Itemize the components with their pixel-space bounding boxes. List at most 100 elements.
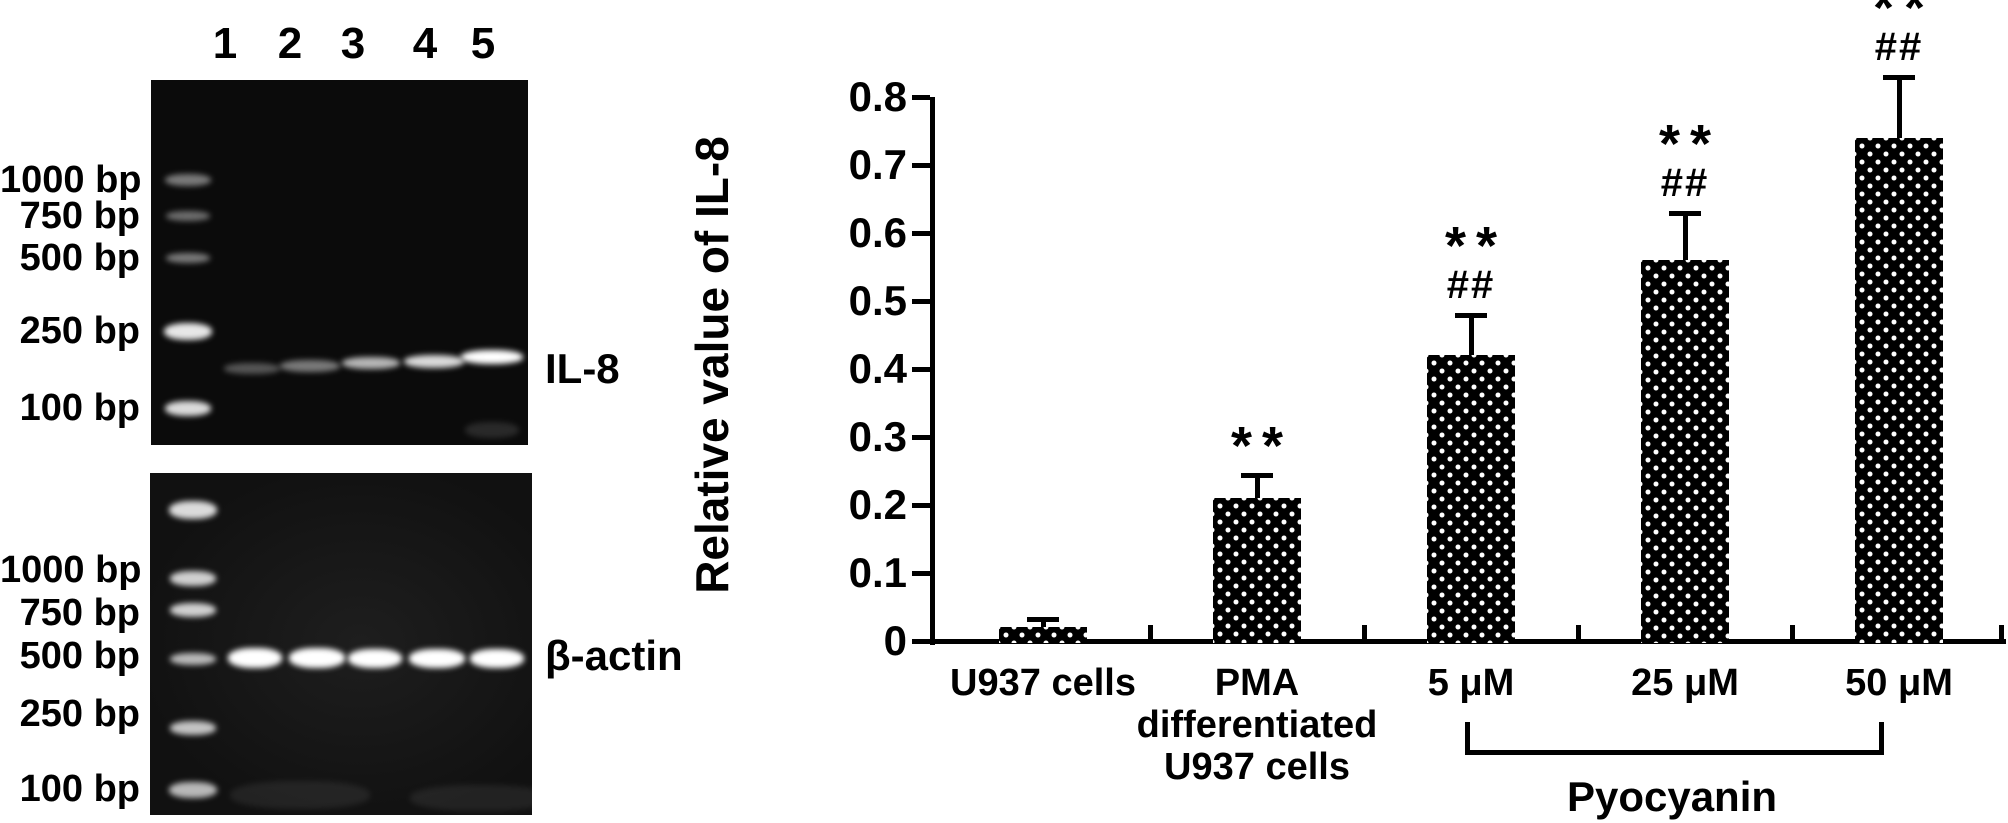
marker-label: 750 bp: [19, 592, 140, 634]
gel-band: [169, 782, 217, 798]
marker-label: 100 bp: [19, 768, 140, 810]
y-axis-title: Relative value of IL-8: [686, 136, 738, 594]
y-axis-line: [930, 97, 935, 645]
y-tick: [912, 163, 930, 168]
marker-label: 500 bp: [19, 237, 140, 279]
asterisks-annotation: **: [1230, 416, 1294, 477]
error-bar-stem: [1255, 475, 1260, 499]
gel-band: [470, 648, 524, 668]
marker-label: 1000 bp: [0, 549, 142, 591]
y-tick-label: 0.6: [848, 209, 907, 256]
hashes-annotation: ##: [1874, 24, 1924, 69]
y-tick-label: 0.4: [848, 345, 907, 392]
il8-band-label: IL-8: [545, 345, 620, 392]
gel-band: [224, 362, 280, 374]
y-tick: [912, 231, 930, 236]
error-bar-cap: [1669, 210, 1701, 216]
hashes-annotation: ##: [1660, 160, 1710, 205]
gel-band: [410, 785, 550, 811]
y-tick: [912, 435, 930, 440]
error-bar-cap: [1241, 473, 1273, 479]
gel-band: [164, 322, 212, 340]
lane-number: 4: [412, 19, 438, 68]
marker-label: 250 bp: [19, 693, 140, 735]
gel-image-top: [151, 80, 528, 445]
gel-band: [170, 570, 216, 586]
y-tick-label: 0.1: [848, 549, 907, 596]
asterisks-annotation: **: [1872, 0, 1936, 38]
error-bar-cap: [1455, 312, 1487, 318]
lane-number: 5: [470, 19, 496, 68]
marker-label: 500 bp: [19, 635, 140, 677]
asterisks-annotation: **: [1658, 113, 1722, 174]
gel-band: [230, 781, 370, 809]
y-tick: [912, 367, 930, 372]
gel-band: [228, 648, 282, 668]
marker-label: 1000 bp: [0, 159, 142, 201]
gel-band: [170, 603, 216, 617]
bar: [1855, 137, 1943, 643]
gel-band: [404, 354, 464, 368]
bar: [999, 627, 1087, 643]
bar: [1213, 498, 1301, 643]
bar: [1427, 355, 1515, 643]
marker-label: 750 bp: [19, 195, 140, 237]
lane-number: 2: [277, 19, 303, 68]
y-tick: [912, 95, 930, 100]
y-tick: [912, 571, 930, 576]
significance-annotation: **: [1221, 416, 1294, 477]
gel-band: [342, 357, 400, 369]
error-bar-cap: [1027, 617, 1059, 623]
marker-label: 100 bp: [19, 387, 140, 429]
category-label: U937 cells: [950, 662, 1136, 704]
x-axis-minor-tick: [1999, 625, 2004, 639]
gel-band: [461, 350, 523, 364]
x-axis-minor-tick: [1362, 625, 1367, 639]
category-label: 50 μM: [1845, 662, 1953, 704]
y-tick-label: 0.7: [848, 141, 907, 188]
gel-band: [166, 253, 210, 263]
error-bar-cap: [1883, 74, 1915, 80]
significance-annotation: ** ##: [1649, 113, 1722, 205]
error-bar-stem: [1683, 212, 1688, 261]
x-axis-minor-tick: [1576, 625, 1581, 639]
category-label: PMA differentiated U937 cells: [1136, 662, 1378, 788]
gel-band: [165, 400, 211, 416]
y-tick: [912, 503, 930, 508]
x-axis-minor-tick: [1148, 625, 1153, 639]
hashes-annotation: ##: [1446, 262, 1496, 307]
gel-band: [409, 648, 465, 668]
y-tick-label: 0.3: [848, 413, 907, 460]
gel-image-bottom: [150, 473, 532, 815]
bracket-left-stub: [1465, 722, 1470, 755]
gel-band: [166, 211, 210, 221]
category-label: 25 μM: [1631, 662, 1739, 704]
gel-band: [170, 721, 216, 735]
gel-band: [280, 360, 340, 372]
y-tick-label: 0.5: [848, 277, 907, 324]
gel-band: [465, 422, 519, 438]
y-tick-label: 0.8: [848, 73, 907, 120]
beta-actin-band-label: β-actin: [545, 632, 683, 679]
y-tick: [912, 299, 930, 304]
significance-annotation: ** ##: [1435, 215, 1508, 307]
marker-label: 250 bp: [19, 310, 140, 352]
gel-band: [169, 501, 217, 519]
error-bar-stem: [1469, 314, 1474, 356]
category-label: 5 μM: [1427, 662, 1515, 704]
error-bar-stem: [1897, 76, 1902, 138]
bracket-right-stub: [1879, 722, 1884, 755]
error-bar-stem: [1041, 619, 1046, 628]
significance-annotation: ** ##: [1863, 0, 1935, 67]
gel-band: [289, 648, 345, 668]
pyocyanin-group-label: Pyocyanin: [1566, 773, 1778, 820]
bracket-line: [1465, 750, 1884, 755]
asterisks-annotation: **: [1444, 215, 1508, 276]
gel-band: [165, 174, 211, 186]
lane-number: 3: [340, 19, 366, 68]
gel-band: [170, 653, 216, 665]
x-axis-minor-tick: [1790, 625, 1795, 639]
y-tick: [912, 639, 930, 644]
y-tick-label: 0.2: [848, 481, 907, 528]
